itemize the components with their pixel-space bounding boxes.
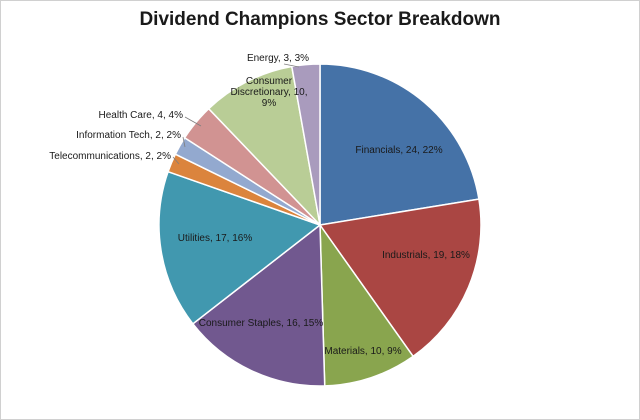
data-label-materials: Materials, 10, 9%	[324, 346, 401, 357]
leader-line-telecommunications	[172, 156, 180, 165]
pie-slice-materials	[319, 222, 415, 387]
data-label-energy: Energy, 3, 3%	[247, 53, 309, 64]
data-label-health-care: Health Care, 4, 4%	[99, 110, 184, 121]
data-label-consumer-discretionary: Consumer Discretionary, 10, 9%	[230, 76, 307, 109]
pie-slice-utilities	[158, 170, 322, 325]
data-label-consumer-staples: Consumer Staples, 16, 15%	[199, 318, 324, 329]
data-label-industrials: Industrials, 19, 18%	[382, 250, 470, 261]
data-label-telecommunications: Telecommunications, 2, 2%	[49, 151, 171, 162]
pie-slice-consumer-staples	[191, 223, 326, 387]
data-label-financials: Financials, 24, 22%	[355, 145, 442, 156]
leader-line-health-care	[184, 116, 202, 127]
data-label-utilities: Utilities, 17, 16%	[178, 233, 253, 244]
pie-slice-consumer-discretionary	[207, 65, 322, 228]
chart-title: Dividend Champions Sector Breakdown	[139, 9, 501, 30]
leader-line-information-tech	[182, 136, 186, 148]
pie-slice-financials	[319, 63, 480, 226]
leader-line-energy	[283, 63, 300, 68]
pie-slice-industrials	[318, 198, 482, 358]
pie-slice-energy	[290, 63, 321, 226]
data-label-information-tech: Information Tech, 2, 2%	[76, 130, 181, 141]
